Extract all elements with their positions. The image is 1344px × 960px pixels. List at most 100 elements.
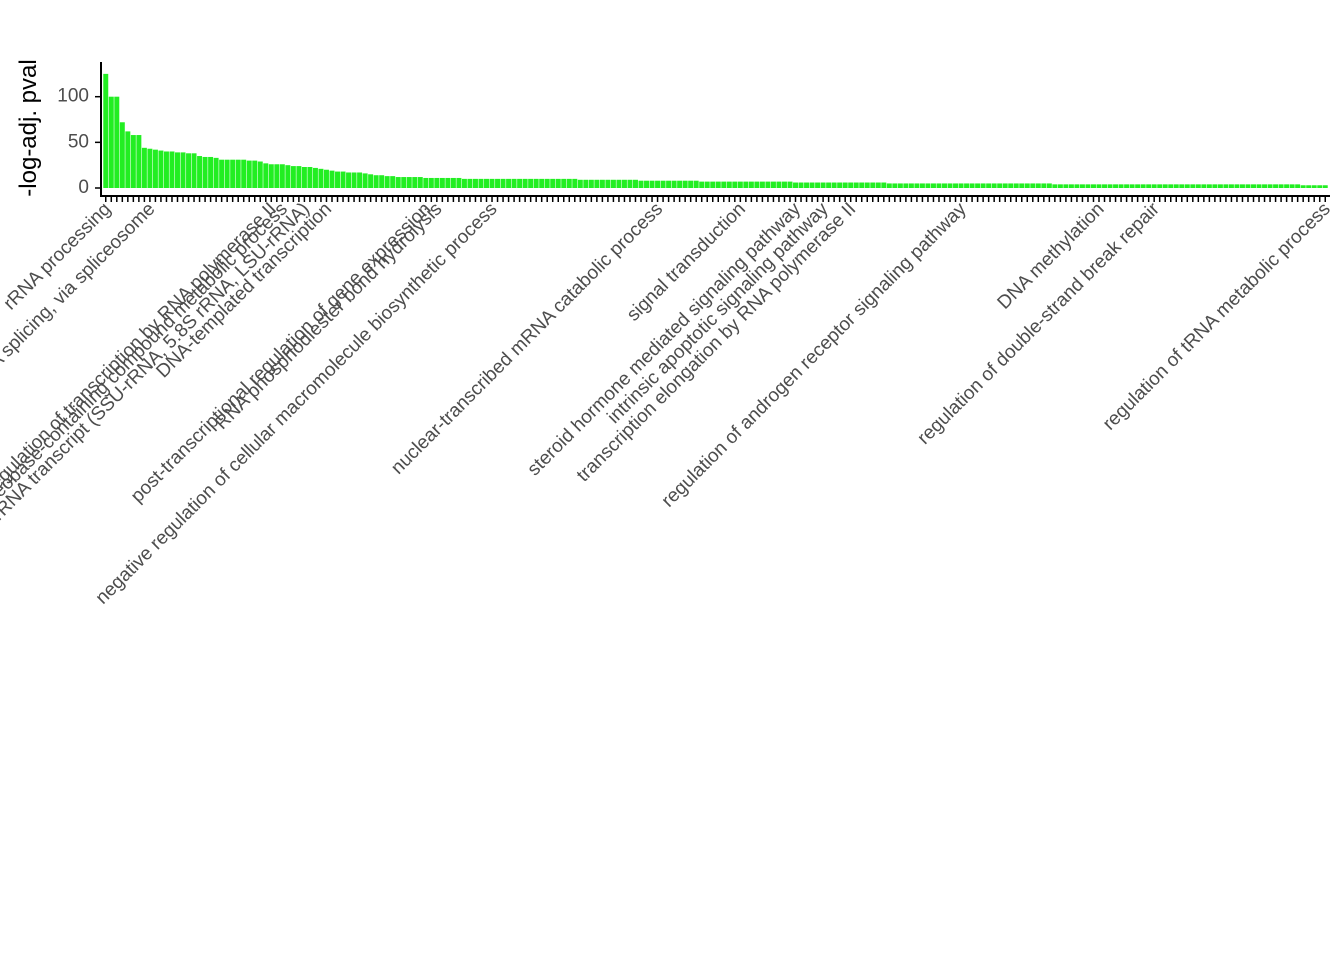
bar bbox=[826, 182, 832, 188]
bar bbox=[550, 178, 556, 188]
bar bbox=[1113, 184, 1119, 188]
bar bbox=[621, 179, 627, 188]
bar bbox=[202, 156, 208, 188]
bar bbox=[208, 156, 214, 188]
bar bbox=[986, 183, 992, 188]
bar bbox=[335, 171, 340, 188]
bar bbox=[699, 181, 705, 188]
bar bbox=[1129, 184, 1135, 188]
bar bbox=[489, 178, 495, 188]
bar bbox=[1267, 184, 1273, 188]
bar bbox=[853, 182, 859, 188]
bar bbox=[638, 180, 644, 188]
bar bbox=[423, 177, 429, 188]
bar bbox=[831, 182, 837, 188]
bar bbox=[1195, 184, 1201, 188]
bar bbox=[241, 159, 247, 188]
bar bbox=[312, 167, 318, 188]
bar bbox=[886, 183, 892, 188]
bar bbox=[417, 177, 423, 188]
bar bbox=[450, 177, 456, 188]
bar bbox=[892, 183, 898, 188]
bar bbox=[368, 174, 374, 188]
bar bbox=[633, 179, 638, 188]
bar bbox=[285, 165, 291, 188]
bar bbox=[445, 177, 451, 188]
bar bbox=[384, 176, 390, 188]
bar bbox=[246, 160, 252, 188]
bar bbox=[478, 178, 484, 188]
bar bbox=[649, 180, 655, 188]
bar bbox=[975, 183, 981, 188]
bar bbox=[1273, 184, 1279, 188]
bar bbox=[1322, 185, 1328, 188]
bar bbox=[1024, 183, 1030, 188]
bar bbox=[1151, 184, 1157, 188]
bar bbox=[1284, 184, 1290, 188]
bar bbox=[257, 161, 263, 188]
bar bbox=[1124, 184, 1130, 188]
bar bbox=[1096, 184, 1102, 188]
x-tick-label: steroid hormone mediated signaling pathw… bbox=[524, 198, 806, 480]
bar bbox=[1206, 184, 1212, 188]
bar bbox=[1239, 184, 1245, 188]
bar bbox=[837, 182, 843, 188]
bar bbox=[897, 183, 903, 188]
bar bbox=[610, 179, 616, 188]
bar bbox=[1162, 184, 1168, 188]
bar bbox=[737, 181, 743, 188]
bar bbox=[1140, 184, 1146, 188]
bar bbox=[787, 181, 793, 188]
bar bbox=[268, 164, 274, 188]
bar bbox=[820, 182, 826, 188]
bar bbox=[759, 181, 765, 188]
bar bbox=[748, 181, 754, 188]
bar bbox=[809, 182, 815, 188]
bar bbox=[660, 180, 666, 188]
y-tick-label: 0 bbox=[78, 177, 89, 198]
bar bbox=[1223, 184, 1229, 188]
bar bbox=[572, 178, 578, 188]
bar bbox=[765, 181, 771, 188]
bar bbox=[1217, 184, 1223, 188]
bar bbox=[406, 177, 412, 188]
bar bbox=[715, 181, 721, 188]
bar bbox=[1300, 185, 1306, 188]
bar bbox=[1063, 184, 1069, 188]
bar bbox=[815, 182, 821, 188]
bar bbox=[1057, 184, 1063, 188]
bar bbox=[1234, 184, 1240, 188]
bar bbox=[1030, 183, 1036, 188]
bar bbox=[1107, 184, 1113, 188]
bar bbox=[914, 183, 920, 188]
bar bbox=[1146, 184, 1152, 188]
bar bbox=[163, 151, 169, 188]
bar bbox=[528, 178, 534, 188]
bar bbox=[566, 178, 572, 188]
bar bbox=[1228, 184, 1234, 188]
bar bbox=[1190, 184, 1196, 188]
bar bbox=[1262, 184, 1268, 188]
bar bbox=[235, 159, 241, 188]
bar bbox=[1317, 185, 1323, 188]
bar bbox=[158, 150, 164, 188]
bar bbox=[1251, 184, 1256, 188]
bar bbox=[864, 182, 870, 188]
bar bbox=[671, 180, 677, 188]
bar bbox=[726, 181, 732, 188]
bar bbox=[1091, 184, 1096, 188]
bar bbox=[544, 178, 550, 188]
bar bbox=[357, 172, 363, 188]
bar bbox=[936, 183, 942, 188]
bar bbox=[147, 148, 153, 188]
bar bbox=[958, 183, 964, 188]
bar bbox=[301, 167, 307, 188]
bar bbox=[947, 183, 953, 188]
bar bbox=[1278, 184, 1284, 188]
bar bbox=[379, 175, 385, 188]
bar bbox=[781, 181, 787, 188]
bar bbox=[390, 176, 396, 188]
bar bbox=[1102, 184, 1108, 188]
bar bbox=[506, 178, 512, 188]
bar bbox=[776, 181, 782, 188]
